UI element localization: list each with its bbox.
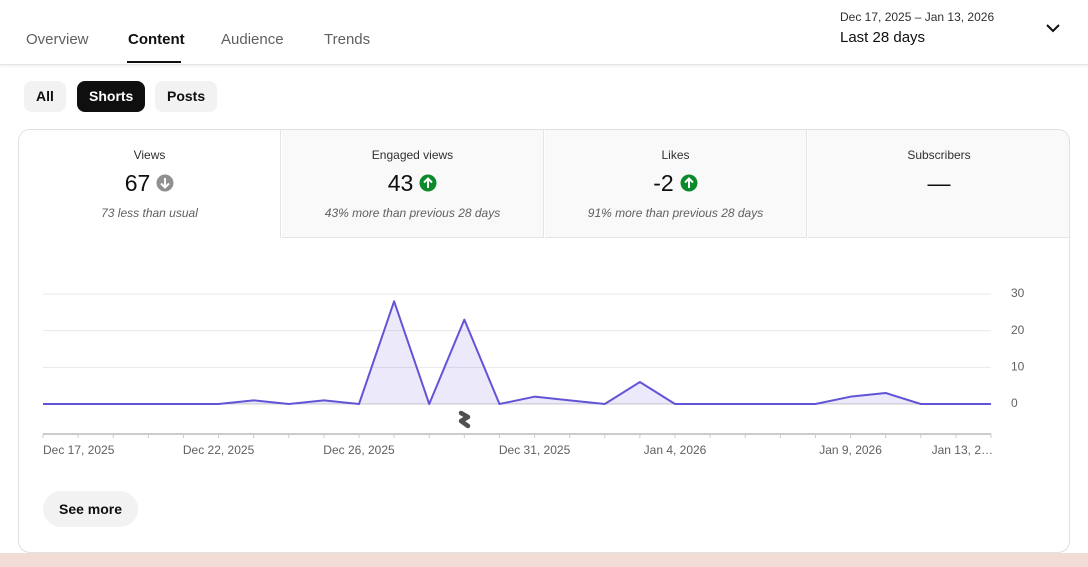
x-tick-label: Jan 13, 2… — [932, 443, 993, 457]
chart: 0 10 20 30 Dec 17, 2025 Dec 22, 2025 Dec 26, 2… — [42, 286, 1025, 457]
taskbar-strip — [0, 553, 1088, 567]
tab[interactable]: Content — [128, 31, 185, 48]
plot: 0 10 20 30 Dec 17, 2025 Dec 22, 2025 Dec 26, 2… — [42, 286, 1025, 457]
up-icon — [419, 174, 437, 192]
tab[interactable]: Audience — [221, 31, 284, 48]
line — [43, 300, 991, 405]
metric-note: 73 less than usual — [101, 206, 198, 220]
tab[interactable]: Overview — [26, 31, 89, 48]
down-icon — [156, 174, 174, 192]
metric-tile[interactable]: Engaged views 43 43% more than previous … — [282, 130, 544, 238]
metric-title: Views — [133, 148, 166, 162]
x-tick-label: Dec 31, 2025 — [499, 443, 571, 457]
y-tick-label: 0 — [1011, 396, 1018, 410]
y-tick-label: 30 — [1011, 286, 1025, 300]
x-tick-label: Dec 17, 2025 — [43, 443, 115, 457]
x-tick-label: Dec 22, 2025 — [183, 443, 255, 457]
filter-chip[interactable]: Shorts — [77, 81, 146, 112]
metric-title: Subscribers — [907, 148, 971, 162]
metric-title: Likes — [661, 148, 690, 162]
card: Views 67 73 less than usual Engaged view… — [18, 129, 1070, 553]
filter-chip[interactable]: Posts — [155, 81, 218, 112]
header — [0, 0, 1088, 65]
up-icon — [680, 174, 698, 192]
shorts-icon — [458, 410, 471, 429]
metric-tile[interactable]: Likes -2 91% more than previous 28 days — [545, 130, 807, 238]
x-tick-label: Jan 9, 2026 — [819, 443, 882, 457]
dropdown-chevron[interactable] — [1044, 22, 1062, 36]
metric-value: 43 — [387, 169, 414, 196]
metric-value: 67 — [124, 169, 151, 196]
tab-indicator — [127, 61, 181, 63]
metric-title: Engaged views — [371, 148, 454, 162]
metric-tile[interactable]: Views 67 73 less than usual — [19, 130, 281, 238]
filter-chip[interactable]: All — [24, 81, 66, 112]
see-more-button[interactable]: See more — [43, 491, 139, 527]
x-tick-label: Dec 26, 2025 — [323, 443, 395, 457]
tab[interactable]: Trends — [324, 31, 371, 48]
metric-tile[interactable]: Subscribers — — [808, 130, 1069, 238]
date-range: Dec 17, 2025 – Jan 13, 2026 — [840, 10, 995, 24]
metric-note: 91% more than previous 28 days — [587, 206, 764, 220]
area — [43, 301, 991, 404]
x-tick-label: Jan 4, 2026 — [644, 443, 707, 457]
y-tick-label: 20 — [1011, 323, 1025, 337]
metric-note: 43% more than previous 28 days — [324, 206, 501, 220]
metric-value: -2 — [653, 169, 674, 196]
metric-value: — — [927, 169, 951, 196]
range-label[interactable]: Last 28 days — [840, 29, 926, 46]
y-tick-label: 10 — [1011, 360, 1025, 374]
